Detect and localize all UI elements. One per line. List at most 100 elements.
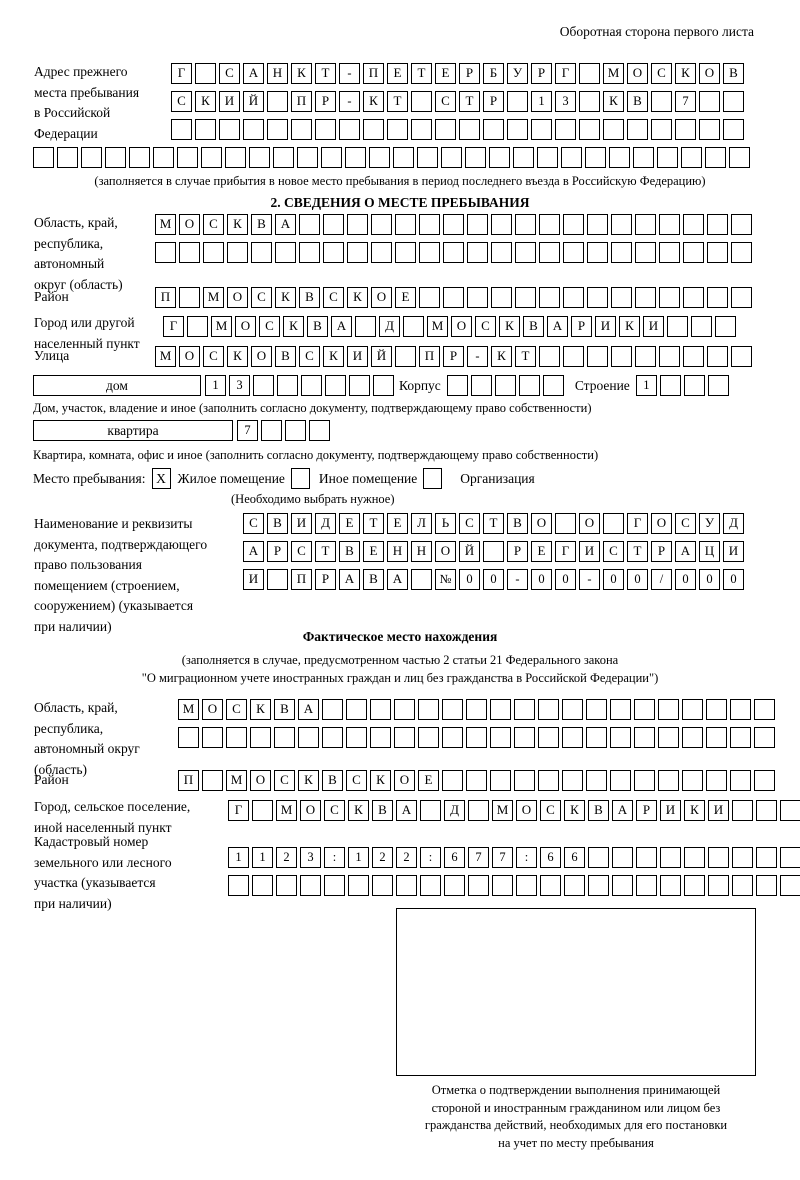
section2-region-row-2[interactable] <box>155 242 755 263</box>
section2-street-row-cell-11[interactable] <box>395 346 416 367</box>
section2-region-row-2-cell-25[interactable] <box>731 242 752 263</box>
actual-region-row-1-cell-17[interactable] <box>562 699 583 720</box>
actual-city-row-cell-12[interactable]: М <box>492 800 513 821</box>
cadastral-row-2-cell-6[interactable] <box>348 875 369 896</box>
section2-city-row-cell-7[interactable]: В <box>307 316 328 337</box>
cadastral-row-2[interactable] <box>228 875 800 896</box>
cadastral-row-1-cell-17[interactable] <box>612 847 633 868</box>
section2-street-row-cell-4[interactable]: К <box>227 346 248 367</box>
section2-region-row-1-cell-5[interactable]: В <box>251 214 272 235</box>
prev-address-row-1-cell-19[interactable]: М <box>603 63 624 84</box>
document-row-2-cell-17[interactable]: Т <box>627 541 648 562</box>
section2-region-row-1-cell-20[interactable] <box>611 214 632 235</box>
section2-region-row-1-cell-15[interactable] <box>491 214 512 235</box>
actual-city-row-cell-14[interactable]: С <box>540 800 561 821</box>
document-row-3-cell-8[interactable] <box>411 569 432 590</box>
actual-region-row-2-cell-15[interactable] <box>514 727 535 748</box>
section2-region-row-1-cell-19[interactable] <box>587 214 608 235</box>
actual-city-row-cell-8[interactable]: А <box>396 800 417 821</box>
prev-address-row-4-cell-9[interactable] <box>225 147 246 168</box>
house-cells-cell-2[interactable]: 3 <box>229 375 250 396</box>
document-row-1-cell-8[interactable]: Л <box>411 513 432 534</box>
actual-region-row-2-cell-12[interactable] <box>442 727 463 748</box>
actual-city-row-cell-1[interactable]: Г <box>228 800 249 821</box>
section2-region-row-1-cell-3[interactable]: С <box>203 214 224 235</box>
cadastral-row-2-cell-13[interactable] <box>516 875 537 896</box>
section2-region-row-2-cell-19[interactable] <box>587 242 608 263</box>
prev-address-row-2-cell-20[interactable]: В <box>627 91 648 112</box>
actual-region-row-1-cell-5[interactable]: В <box>274 699 295 720</box>
cadastral-row-1-cell-12[interactable]: 7 <box>492 847 513 868</box>
prev-address-row-4-cell-20[interactable] <box>489 147 510 168</box>
cadastral-row-1-cell-13[interactable]: : <box>516 847 537 868</box>
actual-region-row-1-cell-12[interactable] <box>442 699 463 720</box>
stamp-area[interactable] <box>396 908 756 1076</box>
section2-region-row-1-cell-22[interactable] <box>659 214 680 235</box>
actual-city-row-cell-2[interactable] <box>252 800 273 821</box>
section2-city-row-cell-16[interactable]: В <box>523 316 544 337</box>
section2-region-row-1-cell-12[interactable] <box>419 214 440 235</box>
actual-district-row-cell-19[interactable] <box>610 770 631 791</box>
prev-address-row-1-cell-17[interactable]: Г <box>555 63 576 84</box>
document-row-1-cell-1[interactable]: С <box>243 513 264 534</box>
prev-address-row-2-cell-10[interactable]: Т <box>387 91 408 112</box>
section2-region-row-2-cell-8[interactable] <box>323 242 344 263</box>
actual-city-row-cell-9[interactable] <box>420 800 441 821</box>
document-row-2-cell-10[interactable]: Й <box>459 541 480 562</box>
section2-region-row-2-cell-21[interactable] <box>635 242 656 263</box>
prev-address-row-4-cell-5[interactable] <box>129 147 150 168</box>
section2-district-row-cell-5[interactable]: С <box>251 287 272 308</box>
prev-address-row-1-cell-4[interactable]: А <box>243 63 264 84</box>
section2-district-row-cell-14[interactable] <box>467 287 488 308</box>
section2-district-row-cell-23[interactable] <box>683 287 704 308</box>
actual-region-row-2-cell-25[interactable] <box>754 727 775 748</box>
actual-region-row-2-cell-4[interactable] <box>250 727 271 748</box>
prev-address-row-2-cell-8[interactable]: - <box>339 91 360 112</box>
section2-city-row-cell-15[interactable]: К <box>499 316 520 337</box>
prev-address-row-4-cell-7[interactable] <box>177 147 198 168</box>
actual-city-row-cell-17[interactable]: А <box>612 800 633 821</box>
prev-address-row-1-cell-16[interactable]: Р <box>531 63 552 84</box>
prev-address-row-3-cell-19[interactable] <box>603 119 624 140</box>
section2-region-row-2-cell-10[interactable] <box>371 242 392 263</box>
actual-district-row-cell-25[interactable] <box>754 770 775 791</box>
actual-district-row-cell-8[interactable]: С <box>346 770 367 791</box>
prev-address-row-3-cell-22[interactable] <box>675 119 696 140</box>
document-row-1-cell-7[interactable]: Е <box>387 513 408 534</box>
prev-address-row-2-cell-19[interactable]: К <box>603 91 624 112</box>
cadastral-row-1-cell-9[interactable]: : <box>420 847 441 868</box>
prev-address-row-3-cell-21[interactable] <box>651 119 672 140</box>
stroenie-cells-cell-1[interactable]: 1 <box>635 375 657 396</box>
actual-district-row-cell-21[interactable] <box>658 770 679 791</box>
actual-region-row-1-cell-14[interactable] <box>490 699 511 720</box>
prev-address-row-3-cell-7[interactable] <box>315 119 336 140</box>
actual-region-row-2-cell-7[interactable] <box>322 727 343 748</box>
section2-city-row-cell-13[interactable]: О <box>451 316 472 337</box>
prev-address-row-2-cell-15[interactable] <box>507 91 528 112</box>
actual-region-row-1-cell-4[interactable]: К <box>250 699 271 720</box>
prev-address-row-1-cell-5[interactable]: Н <box>267 63 288 84</box>
section2-city-row-cell-4[interactable]: О <box>235 316 256 337</box>
prev-address-row-2-cell-16[interactable]: 1 <box>531 91 552 112</box>
actual-district-row-cell-14[interactable] <box>490 770 511 791</box>
section2-street-row-cell-3[interactable]: С <box>203 346 224 367</box>
section2-street-row-cell-21[interactable] <box>635 346 656 367</box>
flat-cells-cell-3[interactable] <box>285 420 306 441</box>
document-row-1-cell-2[interactable]: В <box>267 513 288 534</box>
actual-city-row-cell-15[interactable]: К <box>564 800 585 821</box>
section2-region-row-1-cell-17[interactable] <box>539 214 560 235</box>
cadastral-row-2-cell-9[interactable] <box>420 875 441 896</box>
section2-district-row-cell-9[interactable]: К <box>347 287 368 308</box>
section2-city-row-cell-2[interactable] <box>187 316 208 337</box>
prev-address-row-2-cell-6[interactable]: П <box>291 91 312 112</box>
korpus-cells-cell-3[interactable] <box>494 375 516 396</box>
actual-region-row-2-cell-16[interactable] <box>538 727 559 748</box>
prev-address-row-2-cell-17[interactable]: 3 <box>555 91 576 112</box>
document-row-2-cell-20[interactable]: Ц <box>699 541 720 562</box>
actual-city-row-cell-23[interactable] <box>756 800 777 821</box>
section2-district-row-cell-17[interactable] <box>539 287 560 308</box>
prev-address-row-3-cell-15[interactable] <box>507 119 528 140</box>
